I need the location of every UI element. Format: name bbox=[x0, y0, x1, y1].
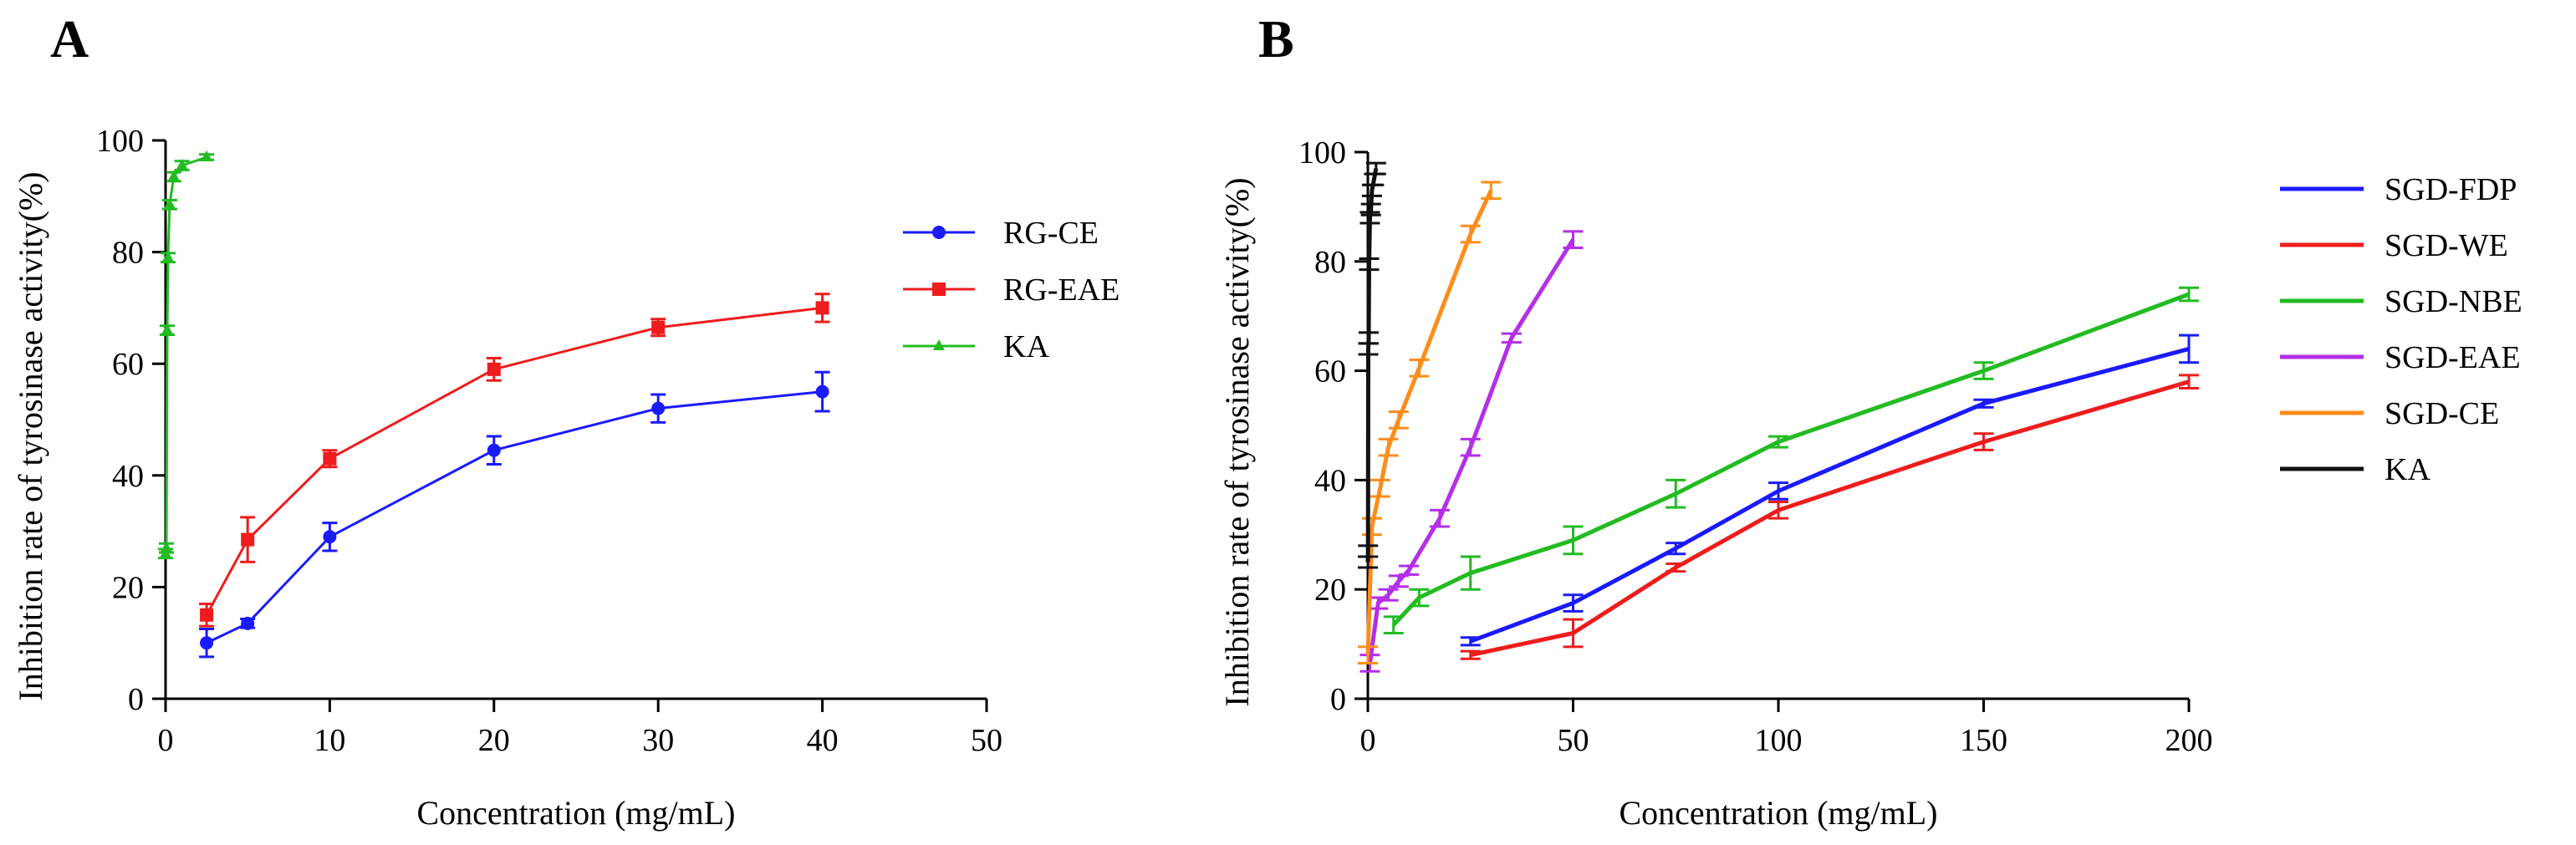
panel-a-x-axis-label: Concentration (mg/mL) bbox=[416, 794, 735, 832]
legend-label: SGD-FDP bbox=[2385, 172, 2517, 207]
panel-b-y-tick-label: 40 bbox=[1314, 463, 1346, 498]
data-point bbox=[241, 532, 255, 547]
data-point bbox=[176, 159, 188, 171]
panel-b-legend-item-ka: KA bbox=[2280, 452, 2431, 487]
data-point bbox=[651, 401, 666, 415]
panel-b-x-tick-label: 200 bbox=[2165, 723, 2213, 758]
panel-a-legend-item-rg-ce: RG-CE bbox=[903, 216, 1099, 251]
panel-a-letter: A bbox=[50, 9, 89, 69]
panel-b-x-tick-label: 100 bbox=[1755, 723, 1803, 758]
series-line bbox=[1365, 189, 1493, 655]
panel-a-x-tick-label: 0 bbox=[158, 723, 174, 758]
legend-marker bbox=[932, 226, 946, 239]
legend-label: SGD-EAE bbox=[2385, 340, 2521, 375]
panel-b-y-tick-label: 0 bbox=[1330, 682, 1346, 717]
legend-label: SGD-CE bbox=[2385, 396, 2499, 431]
data-point bbox=[815, 301, 829, 315]
panel-a-y-axis-label: Inhibition rate of tyrosinase activity(%… bbox=[12, 171, 49, 700]
legend-marker bbox=[932, 283, 946, 296]
panel-a: A 0 20 40 60 80 100 0 10 20 30 40 50 Concentration (m… bbox=[12, 9, 1120, 832]
panel-b-x-axis-label: Concentration (mg/mL) bbox=[1619, 794, 1937, 832]
data-point bbox=[323, 451, 337, 466]
panel-a-y-tick-label: 20 bbox=[112, 570, 144, 605]
data-point bbox=[161, 323, 173, 335]
data-point bbox=[160, 541, 172, 552]
panel-b-y-tick-label: 20 bbox=[1314, 573, 1346, 608]
panel-b-series-ka bbox=[1358, 161, 1386, 569]
series-line bbox=[1391, 292, 2190, 627]
series-line bbox=[205, 306, 823, 616]
data-point bbox=[167, 170, 180, 181]
panel-b-y-tick-label: 80 bbox=[1314, 245, 1346, 280]
panel-b-series-sgd-fdp bbox=[1460, 333, 2199, 647]
legend-label: RG-EAE bbox=[1003, 272, 1120, 308]
data-point bbox=[487, 362, 501, 376]
panel-a-x-tick-label: 10 bbox=[314, 723, 345, 758]
panel-a-series-rg-eae bbox=[199, 293, 830, 628]
panel-b-x-tick-label: 150 bbox=[1960, 723, 2007, 758]
data-point bbox=[651, 320, 666, 334]
data-point bbox=[200, 636, 214, 650]
panel-a-y-tick-label: 100 bbox=[96, 124, 144, 159]
panel-b-series-sgd-eae bbox=[1359, 230, 1584, 673]
panel-b-legend-item-sgd-we: SGD-WE bbox=[2280, 228, 2508, 263]
data-point bbox=[487, 443, 501, 457]
panel-b-legend-item-sgd-eae: SGD-EAE bbox=[2280, 340, 2521, 375]
panel-b: B 0 20 40 60 80 100 0 50 100 150 200 Concentration (… bbox=[1218, 9, 2522, 832]
legend-label: SGD-NBE bbox=[2385, 284, 2522, 319]
data-point bbox=[161, 251, 174, 262]
data-point bbox=[241, 616, 255, 630]
panel-a-y-tick-label: 60 bbox=[112, 347, 144, 382]
panel-a-y-tick-label: 0 bbox=[128, 682, 144, 717]
series-line bbox=[206, 390, 823, 644]
panel-b-y-tick-label: 100 bbox=[1298, 135, 1346, 171]
panel-a-y-tick-label: 40 bbox=[112, 459, 144, 494]
panel-b-y-tick-label: 60 bbox=[1314, 354, 1346, 389]
panel-a-x-tick-label: 30 bbox=[642, 723, 674, 758]
panel-b-legend-item-sgd-fdp: SGD-FDP bbox=[2280, 172, 2517, 207]
panel-b-legend-item-sgd-ce: SGD-CE bbox=[2280, 396, 2499, 431]
panel-a-series-ka bbox=[158, 150, 215, 560]
data-point bbox=[323, 530, 337, 544]
legend-label: SGD-WE bbox=[2385, 228, 2508, 263]
data-point bbox=[163, 197, 176, 209]
panel-a-legend-item-ka: KA bbox=[903, 329, 1049, 364]
panel-b-y-axis-label: Inhibition rate of tyrosinase activity(%… bbox=[1218, 177, 1256, 706]
legend-label: KA bbox=[1003, 329, 1049, 364]
panel-b-x-tick-label: 0 bbox=[1360, 723, 1376, 758]
panel-a-x-tick-label: 20 bbox=[478, 723, 510, 758]
panel-a-x-tick-label: 40 bbox=[807, 723, 839, 758]
legend-label: KA bbox=[2385, 452, 2431, 487]
panel-a-legend-item-rg-eae: RG-EAE bbox=[903, 272, 1120, 308]
data-point bbox=[815, 384, 829, 399]
panel-a-x-tick-label: 50 bbox=[971, 723, 1002, 758]
panel-b-series-sgd-nbe bbox=[1383, 286, 2199, 635]
panel-b-series-sgd-ce bbox=[1358, 181, 1502, 664]
panel-a-series-rg-ce bbox=[199, 370, 830, 659]
series-line bbox=[1365, 168, 1379, 562]
panel-b-series-sgd-we bbox=[1460, 374, 2199, 660]
panel-a-y-tick-label: 80 bbox=[112, 236, 144, 271]
series-line bbox=[1470, 379, 2190, 658]
series-line bbox=[1469, 346, 2190, 644]
panel-b-x-tick-label: 50 bbox=[1558, 723, 1589, 758]
legend-marker bbox=[933, 339, 945, 350]
panel-b-letter: B bbox=[1258, 9, 1294, 69]
data-point bbox=[201, 150, 213, 162]
legend-label: RG-CE bbox=[1003, 216, 1099, 251]
panel-b-legend-item-sgd-nbe: SGD-NBE bbox=[2280, 284, 2522, 319]
series-line bbox=[164, 155, 207, 554]
data-point bbox=[200, 608, 214, 622]
